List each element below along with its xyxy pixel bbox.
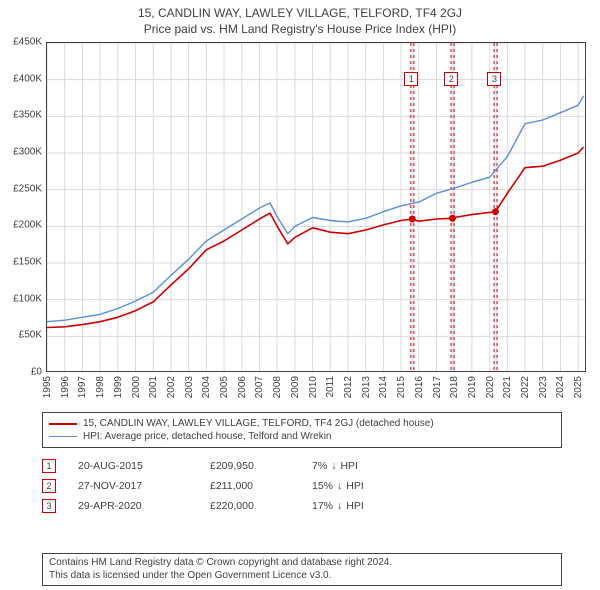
y-tick-label: £350K <box>2 110 42 121</box>
down-arrow-icon: ↓ <box>337 500 342 512</box>
x-tick-label: 2010 <box>308 376 319 398</box>
event-row: 1 20-AUG-2015 £209,950 7% ↓ HPI <box>42 456 562 476</box>
event-price: £211,000 <box>210 480 290 492</box>
legend-item: HPI: Average price, detached house, Telf… <box>49 430 555 443</box>
x-tick-label: 2018 <box>449 376 460 398</box>
x-tick-label: 2021 <box>502 376 513 398</box>
down-arrow-icon: ↓ <box>337 480 342 492</box>
y-tick-label: £200K <box>2 220 42 231</box>
event-date: 20-AUG-2015 <box>78 460 188 472</box>
x-tick-label: 2023 <box>538 376 549 398</box>
chart-marker-1: 1 <box>404 72 418 86</box>
x-tick-label: 2025 <box>573 376 584 398</box>
x-tick-label: 2012 <box>343 376 354 398</box>
chart-marker-3: 3 <box>487 72 501 86</box>
x-tick-label: 2001 <box>148 376 159 398</box>
x-tick-label: 2013 <box>361 376 372 398</box>
event-diff-label: HPI <box>346 500 364 512</box>
chart-subtitle: Price paid vs. HM Land Registry's House … <box>0 20 600 42</box>
x-tick-label: 2011 <box>325 376 336 398</box>
down-arrow-icon: ↓ <box>331 460 336 472</box>
y-tick-label: £400K <box>2 73 42 84</box>
footer-attribution: Contains HM Land Registry data © Crown c… <box>42 553 562 586</box>
y-tick-label: £300K <box>2 147 42 158</box>
legend-label: 15, CANDLIN WAY, LAWLEY VILLAGE, TELFORD… <box>83 418 434 429</box>
x-tick-label: 2004 <box>201 376 212 398</box>
x-tick-label: 2005 <box>219 376 230 398</box>
chart-marker-2: 2 <box>444 72 458 86</box>
event-badge: 2 <box>42 479 56 493</box>
x-tick-label: 2016 <box>414 376 425 398</box>
event-badge: 1 <box>42 459 56 473</box>
footer-line2: This data is licensed under the Open Gov… <box>49 570 555 583</box>
event-price: £220,000 <box>210 500 290 512</box>
x-tick-label: 2014 <box>378 376 389 398</box>
x-tick-label: 2002 <box>166 376 177 398</box>
x-tick-label: 2019 <box>467 376 478 398</box>
event-diff-label: HPI <box>340 460 358 472</box>
event-price: £209,950 <box>210 460 290 472</box>
event-diff: 7% ↓ HPI <box>312 460 358 472</box>
plot-area <box>46 42 586 372</box>
y-tick-label: £100K <box>2 293 42 304</box>
x-tick-label: 1999 <box>113 376 124 398</box>
x-tick-label: 1995 <box>42 376 53 398</box>
y-tick-label: £50K <box>2 330 42 341</box>
event-row: 2 27-NOV-2017 £211,000 15% ↓ HPI <box>42 476 562 496</box>
chart-area: £0£50K£100K£150K£200K£250K£300K£350K£400… <box>36 42 596 402</box>
event-date: 27-NOV-2017 <box>78 480 188 492</box>
x-tick-label: 2024 <box>555 376 566 398</box>
event-date: 29-APR-2020 <box>78 500 188 512</box>
event-diff: 15% ↓ HPI <box>312 480 364 492</box>
x-tick-label: 2000 <box>131 376 142 398</box>
event-badge: 3 <box>42 499 56 513</box>
event-diff-pct: 17% <box>312 500 333 512</box>
x-tick-label: 2003 <box>184 376 195 398</box>
chart-title: 15, CANDLIN WAY, LAWLEY VILLAGE, TELFORD… <box>0 0 600 20</box>
x-tick-label: 2006 <box>237 376 248 398</box>
event-diff-label: HPI <box>346 480 364 492</box>
events-table: 1 20-AUG-2015 £209,950 7% ↓ HPI 2 27-NOV-2017 £2… <box>42 456 562 516</box>
x-tick-label: 2022 <box>520 376 531 398</box>
x-tick-label: 2020 <box>485 376 496 398</box>
plot-svg <box>47 43 586 372</box>
event-diff-pct: 7% <box>312 460 327 472</box>
legend: 15, CANDLIN WAY, LAWLEY VILLAGE, TELFORD… <box>42 412 562 448</box>
y-tick-label: £450K <box>2 37 42 48</box>
legend-item: 15, CANDLIN WAY, LAWLEY VILLAGE, TELFORD… <box>49 417 555 430</box>
y-tick-label: £250K <box>2 183 42 194</box>
x-tick-label: 2009 <box>290 376 301 398</box>
legend-swatch <box>49 423 77 425</box>
x-tick-label: 2007 <box>254 376 265 398</box>
event-row: 3 29-APR-2020 £220,000 17% ↓ HPI <box>42 496 562 516</box>
event-diff: 17% ↓ HPI <box>312 500 364 512</box>
y-tick-label: £150K <box>2 257 42 268</box>
event-diff-pct: 15% <box>312 480 333 492</box>
legend-label: HPI: Average price, detached house, Telf… <box>83 431 332 442</box>
x-tick-label: 2015 <box>396 376 407 398</box>
x-tick-label: 1996 <box>60 376 71 398</box>
x-tick-label: 2017 <box>432 376 443 398</box>
x-tick-label: 1998 <box>95 376 106 398</box>
footer-line1: Contains HM Land Registry data © Crown c… <box>49 557 555 570</box>
legend-swatch <box>49 436 77 437</box>
x-tick-label: 1997 <box>77 376 88 398</box>
x-tick-label: 2008 <box>272 376 283 398</box>
y-tick-label: £0 <box>2 367 42 378</box>
